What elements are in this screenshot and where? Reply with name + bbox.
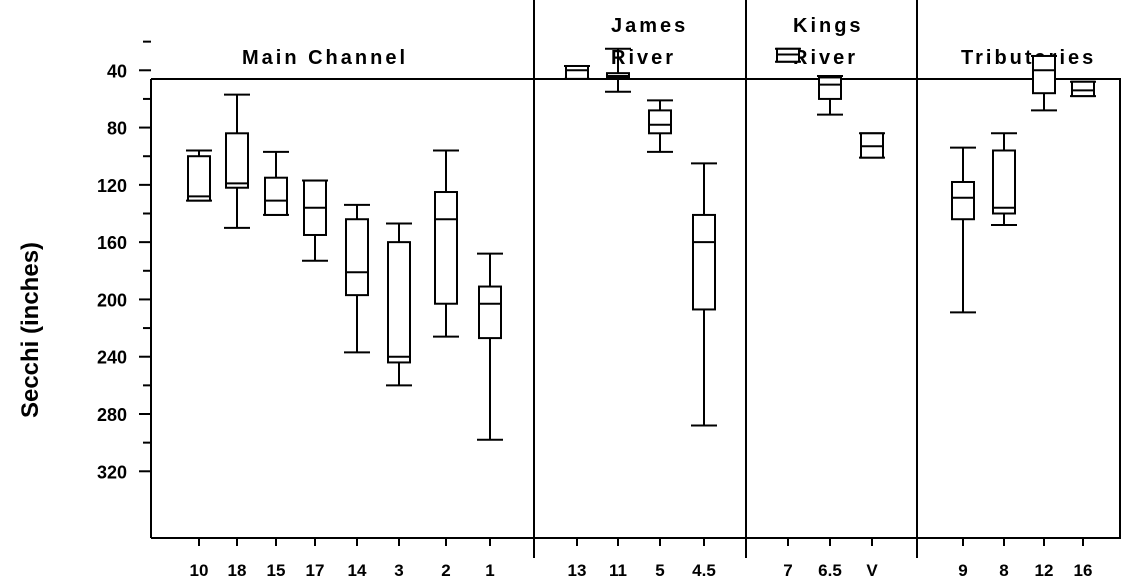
box-14	[344, 203, 370, 354]
iqr-box-6.5	[818, 76, 842, 100]
category-label-8: 8	[999, 561, 1008, 580]
box-13	[564, 64, 590, 80]
box-12	[1031, 54, 1057, 112]
category-label-10: 10	[190, 561, 209, 580]
iqr-box-16	[1071, 80, 1095, 98]
box-4.5	[691, 162, 717, 427]
category-label-11: 11	[609, 561, 627, 580]
box-1	[477, 252, 503, 441]
y-axis: 40 80 120 160 200 240 280 320	[97, 40, 151, 482]
box-17	[302, 179, 328, 262]
y-tick-label-280: 280	[97, 405, 127, 425]
box-V	[859, 132, 885, 159]
category-label-13: 13	[568, 561, 587, 580]
category-label-5: 5	[655, 561, 664, 580]
category-label-15: 15	[267, 561, 286, 580]
iqr-box-14	[345, 218, 369, 297]
iqr-box-5	[648, 109, 672, 135]
group-header-1-line-1: Main Channel	[242, 47, 408, 69]
category-label-V: V	[866, 561, 878, 580]
box-5	[647, 99, 673, 153]
group-headers: Main Channel James River Kings River Tributar…	[242, 15, 1096, 69]
y-tick-label-240: 240	[97, 348, 127, 368]
category-label-17: 17	[306, 561, 325, 580]
y-tick-label-120: 120	[97, 176, 127, 196]
box-2	[433, 149, 459, 338]
category-label-6.5: 6.5	[818, 561, 842, 580]
plot-frame	[150, 0, 1121, 558]
group-header-4-line-1: Tributaries	[961, 47, 1096, 69]
box-3	[386, 222, 412, 387]
iqr-box-9	[951, 180, 975, 221]
box-16	[1070, 80, 1096, 98]
y-tick-label-160: 160	[97, 233, 127, 253]
y-tick-label-80: 80	[107, 119, 127, 139]
iqr-box-2	[434, 191, 458, 305]
box-8	[991, 132, 1017, 226]
iqr-box-3	[387, 241, 411, 364]
group-header-2-line-1: James	[611, 15, 688, 37]
iqr-box-13	[565, 64, 589, 80]
category-labels: 10 18 15 17 14 3 2 1 13 11 5 4.5 7 6.5 V 9 8 12 16	[190, 538, 1093, 580]
group-header-2-line-2: River	[611, 47, 676, 69]
box-6.5	[817, 75, 843, 116]
y-tick-label-40: 40	[107, 61, 127, 81]
iqr-box-10	[187, 155, 211, 202]
group-header-3-line-2: River	[793, 47, 858, 69]
box-11	[605, 47, 631, 93]
category-label-9: 9	[958, 561, 967, 580]
category-label-2: 2	[441, 561, 450, 580]
iqr-box-12	[1032, 54, 1056, 95]
iqr-box-4.5	[692, 213, 716, 311]
category-label-18: 18	[228, 561, 247, 580]
category-label-7: 7	[783, 561, 792, 580]
category-label-12: 12	[1035, 561, 1054, 580]
iqr-box-1	[478, 285, 502, 340]
category-label-1: 1	[485, 561, 494, 580]
box-9	[950, 146, 976, 314]
box-10	[186, 149, 212, 202]
y-axis-label: Secchi (inches)	[17, 242, 44, 418]
box-18	[224, 93, 250, 229]
category-label-14: 14	[348, 561, 367, 580]
iqr-box-8	[992, 149, 1016, 215]
y-tick-label-200: 200	[97, 290, 127, 310]
y-tick-label-320: 320	[97, 462, 127, 482]
group-header-3-line-1: Kings	[793, 15, 864, 37]
category-label-3: 3	[394, 561, 403, 580]
iqr-box-18	[225, 132, 249, 189]
box-15	[263, 150, 289, 216]
box-7	[775, 47, 801, 63]
box-series	[186, 47, 1096, 441]
category-label-16: 16	[1074, 561, 1093, 580]
category-label-4.5: 4.5	[692, 561, 716, 580]
iqr-box-15	[264, 176, 288, 216]
